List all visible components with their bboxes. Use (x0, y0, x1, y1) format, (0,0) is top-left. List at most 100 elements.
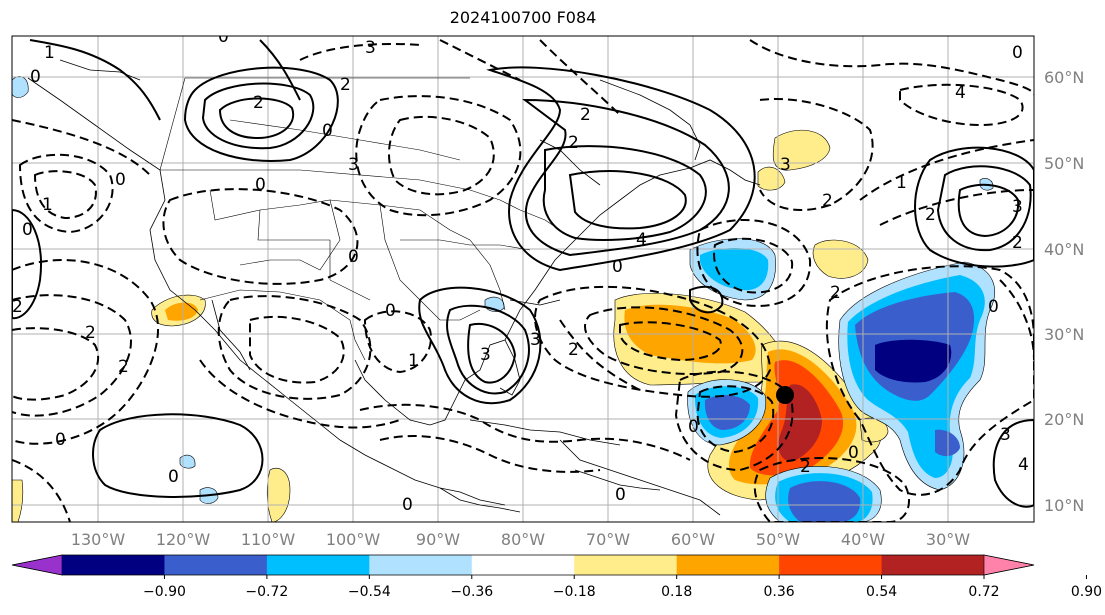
lon-label: 100°W (326, 530, 381, 549)
contour-label: 0 (255, 175, 266, 195)
graticule (12, 36, 1034, 522)
colorbar: −0.90 −0.72 −0.54 −0.36 −0.18 0.18 0.36 0.54 0.7… (11, 554, 1102, 600)
lon-label: 130°W (71, 530, 126, 549)
contour-label: 0 (348, 247, 359, 267)
map-frame (11, 35, 1035, 523)
colorbar-segment (266, 555, 370, 575)
lon-label: 90°W (416, 530, 460, 549)
contour-label: 0 (615, 485, 626, 505)
colorbar-outline (11, 554, 1035, 576)
contour-label: 2 (85, 323, 96, 343)
colorbar-extend-low (11, 554, 63, 576)
contour-label: 1 (896, 173, 907, 193)
contour-label: 0 (115, 170, 126, 190)
positive-anomaly-region (859, 417, 889, 443)
contour-label: 0 (612, 257, 623, 277)
colorbar-tick-label: 0.18 (661, 584, 692, 600)
contour-label: 4 (955, 83, 966, 103)
colorbar-segment (779, 555, 883, 575)
negative-anomaly-region (788, 481, 861, 522)
colorbar-segment (881, 555, 985, 575)
contour-label: 3 (530, 330, 541, 350)
colorbar-tick-label: −0.90 (143, 584, 186, 600)
lat-label: 50°N (1044, 154, 1084, 173)
lon-label: 30°W (926, 530, 970, 549)
contour-label: 2 (925, 205, 936, 225)
colorbar-extend-high (983, 554, 1035, 576)
lon-label: 80°W (501, 530, 545, 549)
contour-label: 3 (1000, 425, 1011, 445)
negative-anomaly-region (704, 395, 750, 430)
contour-label: 2 (800, 457, 811, 477)
colorbar-tick-label: −0.18 (553, 584, 596, 600)
colorbar-tick-label: −0.54 (348, 584, 391, 600)
contour-label: 1 (44, 43, 55, 63)
contour-label: 2 (830, 283, 841, 303)
negative-anomaly-region (700, 248, 769, 291)
contour-label: 3 (365, 38, 376, 58)
colorbar-tick-label: −0.72 (245, 584, 288, 600)
colorbar-tick-label: −0.36 (450, 584, 493, 600)
colorbar-segment (62, 555, 165, 575)
positive-anomaly-region (772, 129, 831, 171)
contour-label: 3 (480, 345, 491, 365)
contour-label: 4 (636, 230, 647, 250)
storm-center-marker (776, 386, 794, 404)
contour-label: 0 (385, 301, 396, 321)
contour-label: 2 (340, 75, 351, 95)
contour-label: 0 (988, 297, 999, 317)
colorbar-segment (369, 555, 473, 575)
contour-labels: 1 3 0 2 2 0 3 2 2 3 4 0 1 0 0 2 2 0 0 3 … (12, 27, 1029, 515)
positive-anomaly-region (266, 467, 291, 522)
map-plot-area: 1 3 0 2 2 0 3 2 2 3 4 0 1 0 0 2 2 0 0 3 … (12, 27, 1034, 522)
contour-label: 2 (568, 340, 579, 360)
contour-label: 0 (22, 220, 33, 240)
lon-label: 120°W (156, 530, 211, 549)
contour-label: 0 (168, 467, 179, 487)
colorbar-tick-label: 0.72 (968, 584, 999, 600)
colorbar-tick-label: 0.90 (1071, 584, 1102, 600)
lon-label: 40°W (841, 530, 885, 549)
contour-label: 2 (12, 297, 23, 317)
positive-anomaly-region (165, 302, 198, 321)
contour-label: 2 (1012, 233, 1023, 253)
contour-label: 2 (253, 93, 264, 113)
contour-label: 0 (1012, 43, 1023, 63)
contour-label: 2 (568, 133, 579, 153)
contour-label: 2 (580, 105, 591, 125)
colorbar-segment (574, 555, 678, 575)
lon-label: 110°W (241, 530, 296, 549)
contour-label: 2 (822, 191, 833, 211)
contour-label: 3 (1012, 197, 1023, 217)
positive-anomaly-region (12, 479, 24, 522)
contour-label: 4 (1018, 455, 1029, 475)
negative-anomaly-region (12, 76, 29, 98)
colorbar-tick-label: 0.54 (866, 584, 897, 600)
lon-label: 70°W (586, 530, 630, 549)
positive-contours (12, 39, 1034, 508)
colorbar-segment (164, 555, 268, 575)
contour-label: 0 (688, 417, 699, 437)
lat-label: 40°N (1044, 240, 1084, 259)
contour-label: 2 (118, 357, 129, 377)
contour-label: 0 (30, 67, 41, 87)
negative-contours (12, 39, 1034, 522)
contour-label: 3 (348, 155, 359, 175)
contour-label: 0 (402, 495, 413, 515)
political-borders (159, 77, 561, 361)
contour-label: 0 (218, 27, 229, 47)
contour-label: 3 (780, 155, 791, 175)
coastlines (27, 59, 761, 516)
lat-label: 10°N (1044, 496, 1084, 515)
lat-label: 60°N (1044, 68, 1084, 87)
contour-label: 1 (408, 351, 419, 371)
contour-label: 0 (55, 430, 66, 450)
contour-label: 0 (322, 121, 333, 141)
contour-label: 1 (42, 195, 53, 215)
lon-label: 50°W (756, 530, 800, 549)
positive-anomaly-region (812, 239, 869, 279)
colorbar-tick-label: 0.36 (764, 584, 795, 600)
latitude-labels: 60°N 50°N 40°N 30°N 20°N 10°N (1044, 68, 1084, 515)
longitude-labels: 130°W 120°W 110°W 100°W 90°W 80°W 70°W 6… (71, 530, 970, 549)
